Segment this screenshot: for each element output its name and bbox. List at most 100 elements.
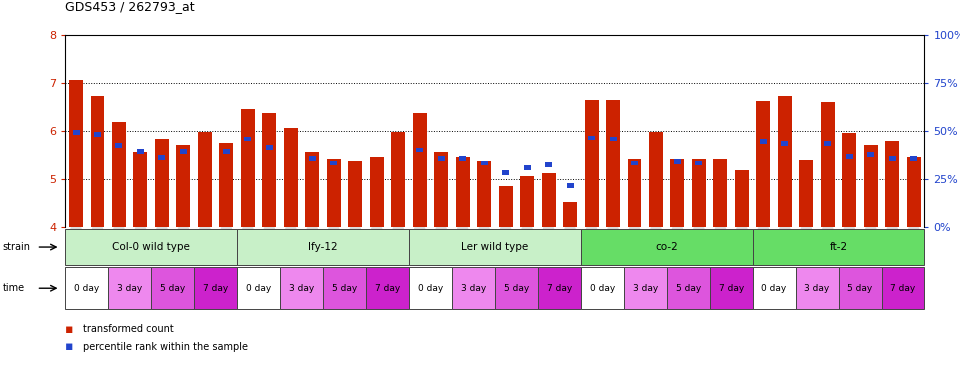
Bar bbox=[69, 81, 83, 227]
Bar bbox=[180, 149, 187, 154]
Bar bbox=[266, 145, 273, 150]
Text: percentile rank within the sample: percentile rank within the sample bbox=[83, 342, 248, 352]
Text: Ler wild type: Ler wild type bbox=[461, 242, 529, 252]
Bar bbox=[477, 161, 492, 227]
Bar bbox=[370, 157, 384, 227]
Text: 5 day: 5 day bbox=[160, 284, 185, 293]
Bar bbox=[324, 267, 366, 309]
Bar bbox=[73, 130, 80, 135]
Bar bbox=[456, 157, 469, 227]
Text: transformed count: transformed count bbox=[83, 324, 174, 335]
Bar bbox=[65, 229, 237, 265]
Bar bbox=[502, 170, 509, 175]
Text: 7 day: 7 day bbox=[718, 284, 744, 293]
Bar bbox=[459, 156, 467, 161]
Bar bbox=[821, 102, 835, 227]
Bar bbox=[495, 267, 538, 309]
Bar bbox=[245, 137, 252, 141]
Bar bbox=[781, 141, 788, 146]
Bar bbox=[413, 113, 426, 227]
Text: 5 day: 5 day bbox=[848, 284, 873, 293]
Bar bbox=[796, 267, 839, 309]
Bar bbox=[564, 202, 577, 227]
Bar bbox=[94, 132, 101, 137]
Bar bbox=[155, 139, 169, 227]
Bar bbox=[631, 161, 638, 165]
Bar bbox=[177, 145, 190, 227]
Text: strain: strain bbox=[3, 242, 31, 252]
Bar bbox=[541, 173, 556, 227]
Bar bbox=[753, 267, 796, 309]
Bar bbox=[262, 113, 276, 227]
Text: GDS453 / 262793_at: GDS453 / 262793_at bbox=[65, 0, 195, 13]
Bar bbox=[610, 137, 616, 141]
Bar bbox=[152, 267, 194, 309]
Bar bbox=[330, 161, 337, 165]
Bar bbox=[864, 145, 877, 227]
Bar bbox=[709, 267, 753, 309]
Bar bbox=[438, 156, 444, 161]
Text: 3 day: 3 day bbox=[117, 284, 142, 293]
Text: Col-0 wild type: Col-0 wild type bbox=[112, 242, 190, 252]
Text: 5 day: 5 day bbox=[332, 284, 357, 293]
Bar bbox=[839, 267, 881, 309]
Bar bbox=[538, 267, 581, 309]
Bar bbox=[90, 96, 105, 227]
Bar bbox=[867, 153, 875, 157]
Bar bbox=[434, 153, 448, 227]
Bar bbox=[223, 149, 229, 154]
Bar bbox=[881, 267, 924, 309]
Bar bbox=[778, 96, 792, 227]
Bar bbox=[523, 165, 531, 170]
Text: 5 day: 5 day bbox=[504, 284, 529, 293]
Bar bbox=[158, 155, 165, 160]
Bar bbox=[137, 149, 144, 154]
Bar bbox=[825, 141, 831, 146]
Bar bbox=[588, 136, 595, 141]
Bar bbox=[910, 156, 917, 161]
Text: 0 day: 0 day bbox=[589, 284, 615, 293]
Bar bbox=[309, 156, 316, 161]
Bar bbox=[889, 156, 896, 161]
Bar bbox=[366, 267, 409, 309]
Bar bbox=[760, 139, 767, 144]
Text: lfy-12: lfy-12 bbox=[308, 242, 338, 252]
Text: 0 day: 0 day bbox=[761, 284, 787, 293]
Text: ▪: ▪ bbox=[65, 323, 74, 336]
Bar bbox=[498, 186, 513, 227]
Bar bbox=[885, 141, 900, 227]
Bar bbox=[842, 133, 856, 227]
Bar bbox=[692, 159, 706, 227]
Text: 0 day: 0 day bbox=[246, 284, 272, 293]
Bar bbox=[198, 132, 212, 227]
Bar bbox=[674, 159, 681, 164]
Bar bbox=[108, 267, 152, 309]
Bar bbox=[133, 153, 148, 227]
Text: co-2: co-2 bbox=[656, 242, 678, 252]
Bar bbox=[417, 147, 423, 153]
Bar bbox=[581, 267, 624, 309]
Bar bbox=[667, 267, 709, 309]
Text: 3 day: 3 day bbox=[633, 284, 658, 293]
Bar bbox=[112, 122, 126, 227]
Bar bbox=[628, 159, 641, 227]
Bar bbox=[545, 162, 552, 167]
Text: ▪: ▪ bbox=[65, 340, 74, 354]
Bar bbox=[670, 159, 684, 227]
Text: 3 day: 3 day bbox=[461, 284, 486, 293]
Bar bbox=[695, 161, 703, 165]
Bar bbox=[452, 267, 495, 309]
Bar bbox=[326, 159, 341, 227]
Bar bbox=[237, 229, 409, 265]
Bar bbox=[606, 100, 620, 227]
Bar bbox=[907, 157, 921, 227]
Bar bbox=[585, 100, 598, 227]
Bar bbox=[348, 161, 362, 227]
Bar bbox=[649, 132, 663, 227]
Bar bbox=[566, 183, 573, 187]
Bar bbox=[115, 143, 123, 147]
Bar bbox=[481, 161, 488, 165]
Text: time: time bbox=[3, 283, 25, 293]
Text: 7 day: 7 day bbox=[203, 284, 228, 293]
Bar bbox=[241, 109, 254, 227]
